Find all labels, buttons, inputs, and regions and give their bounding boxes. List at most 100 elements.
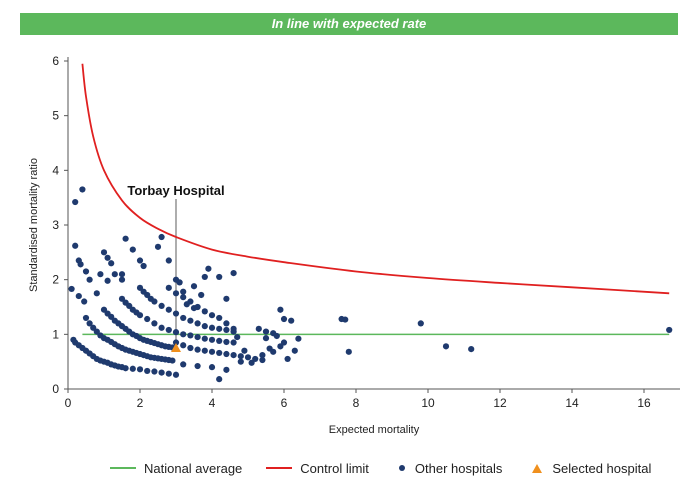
hospital-point: [194, 333, 201, 341]
hospital-point: [93, 290, 100, 297]
hospital-point: [144, 367, 151, 375]
hospital-point: [468, 345, 475, 353]
hospital-point: [262, 328, 270, 335]
hospital-point: [97, 271, 104, 278]
hospital-point: [172, 290, 180, 297]
legend-line-control-icon: [266, 467, 293, 469]
hospital-point: [223, 295, 230, 302]
hospital-point: [79, 186, 86, 193]
hospital-point: [172, 329, 180, 336]
hospital-point: [230, 352, 237, 359]
plot-area: [68, 63, 673, 383]
x-tick-label: 6: [281, 396, 288, 410]
hospital-point: [187, 344, 194, 352]
hospital-point: [194, 320, 201, 327]
hospital-point: [201, 335, 208, 342]
hospital-point: [111, 271, 118, 278]
hospital-point: [208, 348, 216, 355]
x-tick-label: 12: [493, 396, 507, 410]
legend-label: Other hospitals: [414, 460, 503, 476]
hospital-point: [230, 270, 237, 277]
hospital-point: [180, 361, 187, 368]
hospital-point: [82, 268, 90, 275]
legend-label: Control limit: [300, 460, 369, 476]
hospital-point: [216, 273, 223, 281]
hospital-point: [172, 310, 180, 317]
x-tick-label: 4: [209, 396, 216, 410]
hospital-point: [187, 317, 194, 324]
hospital-point: [72, 242, 79, 249]
hospital-point: [234, 333, 241, 341]
hospital-point: [144, 315, 151, 323]
hospital-point: [190, 304, 198, 312]
hospital-point: [201, 308, 208, 315]
hospital-point: [165, 370, 172, 377]
hospital-point: [86, 276, 93, 283]
hospital-point: [118, 271, 126, 278]
hospital-point: [180, 331, 187, 338]
y-tick-label: 4: [52, 163, 59, 177]
hospital-point: [81, 298, 88, 305]
hospital-point: [129, 365, 136, 372]
hospital-point: [176, 279, 183, 286]
x-tick-label: 0: [65, 396, 72, 410]
legend-line-national-icon: [110, 467, 136, 469]
hospital-point: [241, 347, 248, 354]
y-axis-label: Standardised mortality ratio: [28, 158, 40, 292]
hospital-point: [216, 325, 223, 332]
legend-label: Selected hospital: [552, 460, 652, 476]
hospital-point: [223, 366, 230, 373]
legend-dot-icon: [398, 465, 405, 471]
hospital-point: [151, 298, 158, 305]
hospital-point: [223, 350, 230, 358]
hospital-point: [277, 306, 284, 313]
legend-item-national-average: National average: [110, 461, 242, 476]
hospital-point: [86, 320, 93, 327]
hospital-point: [237, 358, 244, 365]
hospital-point: [417, 320, 424, 327]
hospital-point: [100, 249, 108, 256]
hospital-point: [104, 254, 111, 261]
hospital-point: [230, 325, 237, 332]
legend-triangle-icon: [532, 463, 543, 473]
hospital-point: [205, 265, 212, 272]
hospital-point: [223, 320, 230, 327]
x-tick-label: 8: [353, 396, 360, 410]
annotation-label: Torbay Hospital: [127, 183, 224, 198]
hospital-point: [194, 346, 201, 353]
hospital-point: [295, 335, 302, 342]
hospital-point: [158, 302, 165, 310]
hospital-point: [270, 348, 277, 355]
hospital-point: [273, 332, 280, 340]
legend-item-other-hospitals: Other hospitals: [393, 461, 502, 476]
y-tick-label: 3: [52, 218, 59, 232]
hospital-point: [158, 324, 165, 331]
hospital-point: [136, 366, 144, 373]
hospital-point: [255, 325, 262, 332]
hospital-point: [172, 339, 180, 346]
hospital-point: [284, 355, 291, 363]
hospital-point: [183, 301, 190, 308]
hospital-point: [223, 338, 230, 346]
hospital-point: [201, 347, 208, 354]
hospital-point: [244, 354, 252, 361]
hospital-point: [442, 343, 450, 350]
hospital-point: [154, 243, 162, 250]
hospital-point: [280, 339, 288, 346]
hospital-point: [248, 359, 255, 366]
selected-hospital-point: [171, 343, 181, 352]
legend-item-control-limit: Control limit: [266, 461, 369, 476]
hospital-point: [180, 288, 187, 295]
hospital-point: [172, 371, 180, 378]
hospital-point: [259, 352, 266, 359]
hospital-point: [77, 261, 84, 268]
hospital-point: [104, 277, 111, 284]
status-banner: In line with expected rate: [20, 13, 678, 35]
y-tick-label: 0: [52, 382, 59, 396]
x-axis-label: Expected mortality: [329, 424, 420, 436]
hospital-point: [118, 276, 126, 283]
annotation: Torbay Hospital: [127, 183, 225, 348]
hospital-point: [158, 369, 165, 376]
